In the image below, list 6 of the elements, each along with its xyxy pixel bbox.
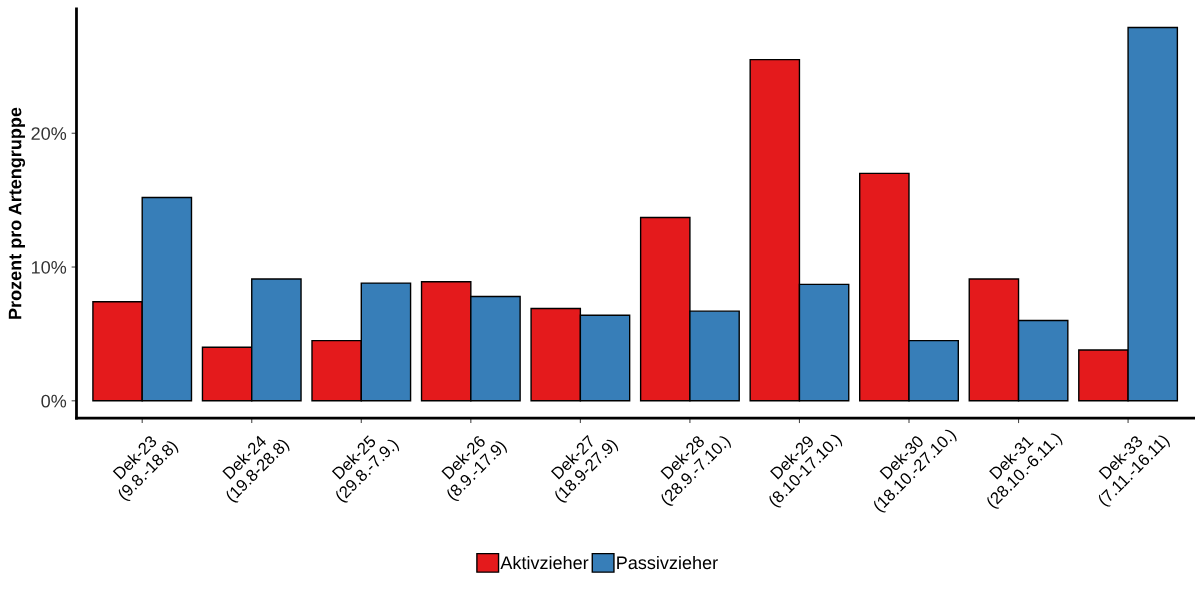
legend-label: Aktivzieher <box>500 555 589 570</box>
legend-label: Passivzieher <box>617 555 718 570</box>
y-tick-label: 20% <box>31 127 67 140</box>
y-tick-label: 0% <box>41 394 67 408</box>
y-axis-title: Prozent pro Artengruppe <box>8 107 26 319</box>
y-tick-label: 10% <box>32 260 67 274</box>
